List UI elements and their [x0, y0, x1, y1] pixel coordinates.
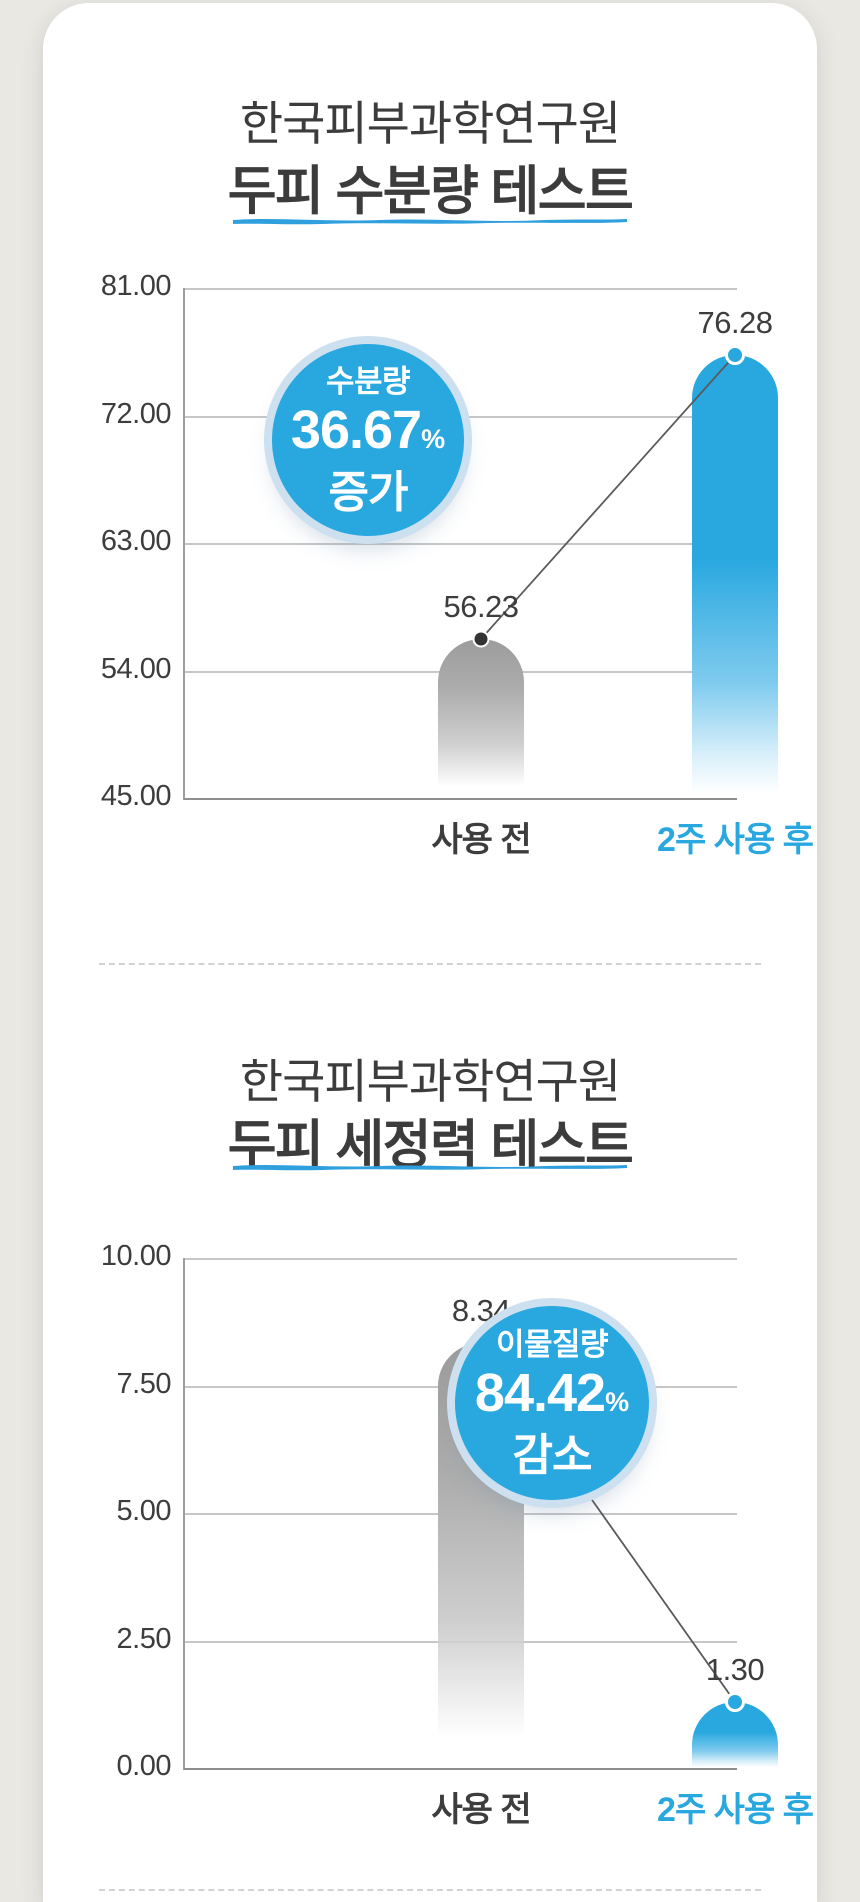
x-axis-label-before-use: 사용 전 — [431, 1791, 531, 1829]
bar-value-label: 56.23 — [443, 589, 519, 624]
increase-badge: 수분량 36.67% 증가 — [272, 344, 464, 536]
badge-direction-label: 감소 — [512, 1430, 593, 1480]
y-tick-label: 63.00 — [100, 525, 172, 558]
dashed-divider-top — [99, 963, 761, 965]
y-tick-label: 54.00 — [100, 653, 172, 686]
chart1-title-line2: 두피 수분량 테스트 — [227, 162, 634, 221]
bar-value-label: 76.28 — [697, 305, 773, 340]
y-tick-label: 45.00 — [100, 780, 172, 813]
brush-underline-icon — [233, 1165, 627, 1171]
y-tick-label: 72.00 — [100, 398, 172, 431]
badge-percent-number: 36.67 — [290, 399, 422, 460]
percent-sign: % — [605, 1386, 630, 1417]
grid-line — [185, 543, 737, 545]
brush-underline-icon — [233, 219, 627, 225]
grid-line — [185, 1258, 737, 1260]
badge-tail-icon — [405, 495, 467, 557]
chart1-title-line1: 한국피부과학연구원 — [239, 97, 621, 150]
y-tick-label: 10.00 — [100, 1240, 172, 1273]
badge-percent-number: 84.42 — [474, 1362, 606, 1423]
y-tick-label: 5.00 — [116, 1495, 172, 1528]
bar-before-use — [438, 639, 524, 798]
grid-line — [185, 288, 737, 290]
x-axis-label-before-use: 사용 전 — [431, 821, 531, 859]
x-axis-label-after-use: 2주 사용 후 — [657, 1791, 814, 1829]
chart2-plot: 10.00 7.50 5.00 2.50 0.00 8.34 사용 전 1.30 2주 사용 후… — [101, 1240, 814, 1829]
chart2-title-line1: 한국피부과학연구원 — [239, 1055, 621, 1108]
badge-metric-label: 이물질량 — [495, 1326, 609, 1362]
data-point-dot — [725, 345, 745, 365]
content-card: 한국피부과학연구원 두피 수분량 테스트 81.00 72.00 63.00 54.0… — [43, 3, 817, 1902]
badge-percent-value: 36.67% — [291, 401, 445, 468]
bar-after-use — [692, 355, 778, 798]
percent-sign: % — [421, 423, 446, 454]
chart2-title-line2: 두피 세정력 테스트 — [227, 1116, 634, 1175]
badge-percent-value: 84.42% — [475, 1364, 629, 1431]
decrease-badge: 이물질량 84.42% 감소 — [455, 1306, 649, 1500]
badge-metric-label: 수분량 — [325, 363, 411, 399]
dashed-divider-bottom — [99, 1889, 761, 1891]
badge-direction-label: 증가 — [328, 467, 409, 517]
chart1-plot: 81.00 72.00 63.00 54.00 45.00 56.23 사용 전 76.28 2… — [101, 270, 814, 859]
x-axis-label-after-use: 2주 사용 후 — [657, 821, 814, 859]
bar-after-use — [692, 1702, 778, 1768]
data-point-dot — [472, 630, 490, 648]
y-tick-label: 81.00 — [100, 270, 172, 303]
y-tick-label: 0.00 — [116, 1750, 172, 1783]
y-tick-label: 7.50 — [116, 1368, 172, 1401]
data-point-dot — [725, 1692, 745, 1712]
bar-value-label: 1.30 — [705, 1652, 765, 1687]
y-tick-label: 2.50 — [116, 1623, 172, 1656]
